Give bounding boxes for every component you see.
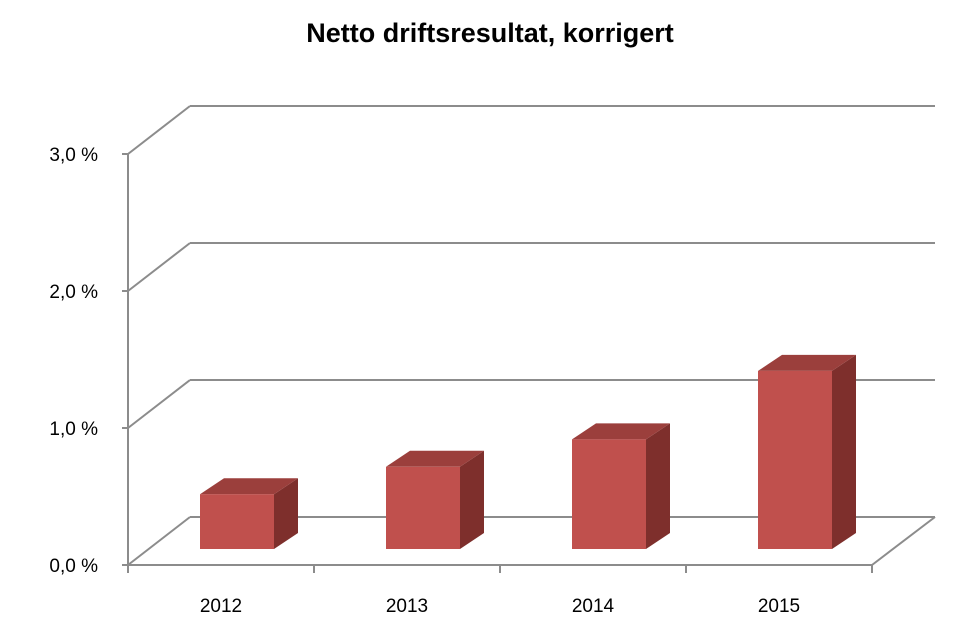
floor-edge — [871, 516, 936, 566]
x-tick-label: 2013 — [386, 596, 428, 617]
y-tick-label: 3,0 % — [49, 145, 98, 166]
bar-side — [274, 478, 298, 549]
bar-top — [200, 478, 298, 495]
x-tick-label: 2015 — [758, 596, 800, 617]
bar-top — [386, 450, 484, 467]
y-tick-label: 1,0 % — [49, 419, 98, 440]
bar-top — [572, 423, 670, 440]
bar-side — [460, 450, 484, 549]
gridline-side — [127, 516, 191, 566]
bar-top — [758, 354, 856, 371]
bar — [572, 439, 646, 549]
x-tick-label: 2012 — [200, 596, 242, 617]
gridline-side — [127, 379, 191, 429]
bar-side — [832, 354, 856, 549]
y-tick-label: 0,0 % — [49, 556, 98, 577]
y-tick-label: 2,0 % — [49, 282, 98, 303]
chart-title: Netto driftsresultat, korrigert — [306, 18, 674, 48]
bar-side — [646, 423, 670, 549]
gridline-side — [127, 242, 191, 292]
bar — [386, 466, 460, 549]
bar — [758, 370, 832, 549]
x-tick-label: 2014 — [572, 596, 615, 617]
gridline-side — [127, 105, 191, 155]
bar — [200, 494, 274, 549]
